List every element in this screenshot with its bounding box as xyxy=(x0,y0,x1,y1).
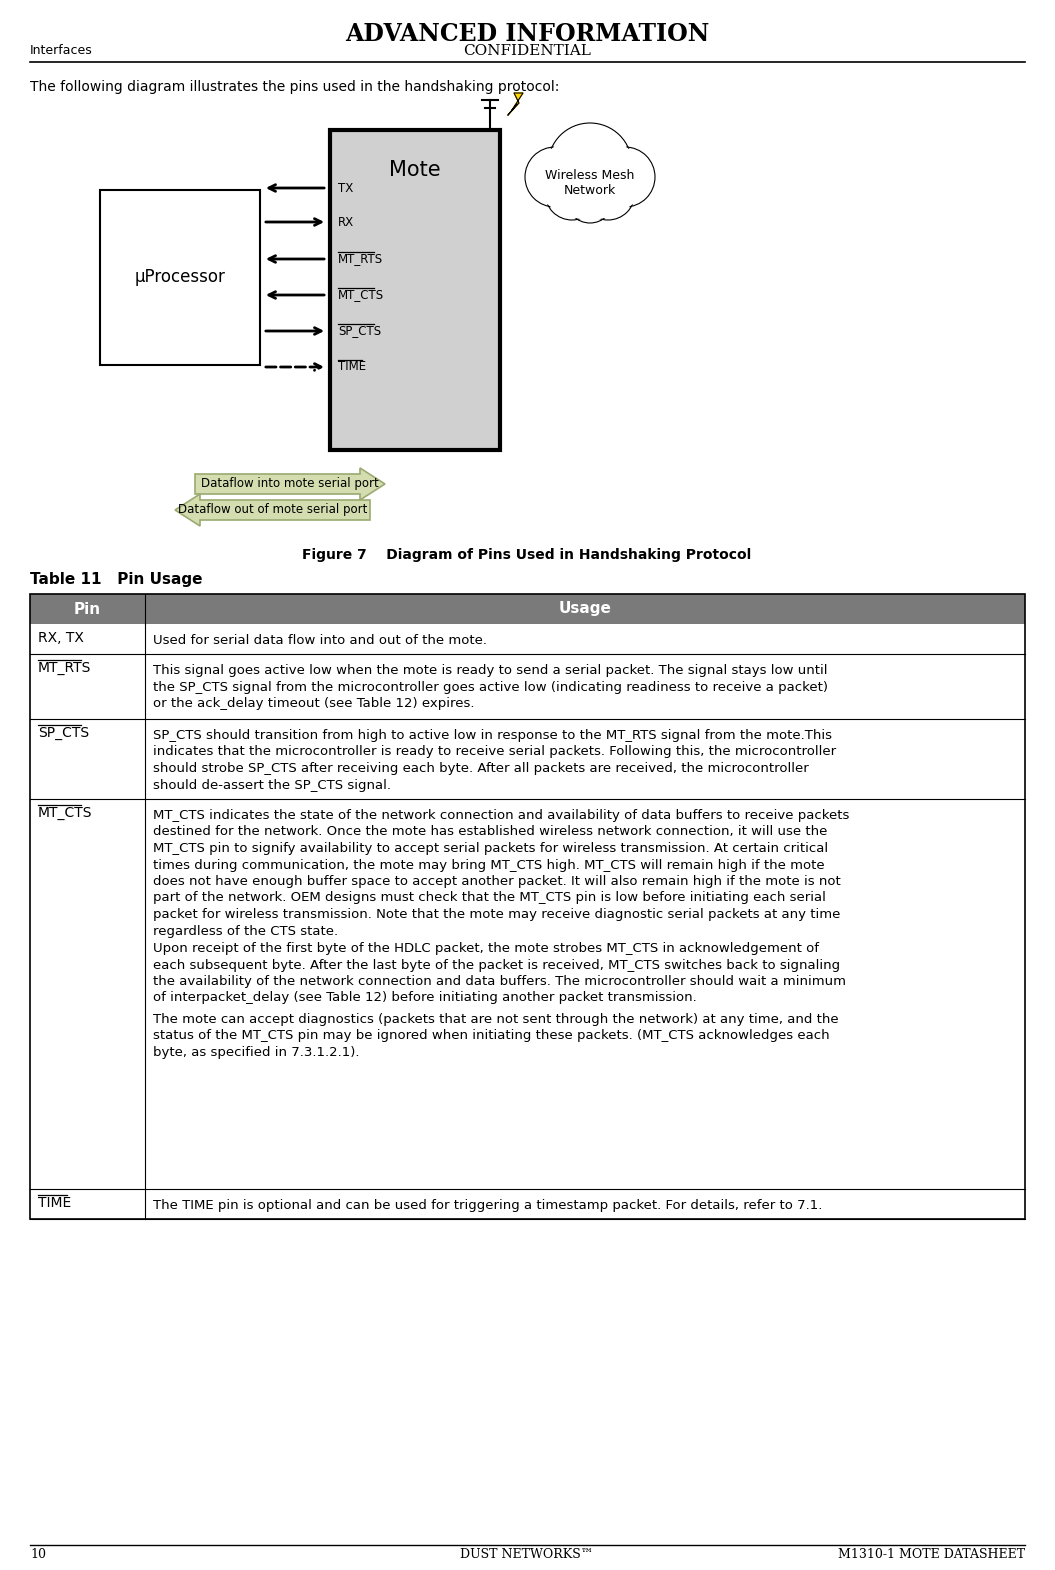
Bar xyxy=(30,623,145,655)
Circle shape xyxy=(582,168,633,218)
Bar xyxy=(30,593,1025,623)
Circle shape xyxy=(548,122,632,207)
Text: Used for serial data flow into and out of the mote.: Used for serial data flow into and out o… xyxy=(153,634,487,647)
Circle shape xyxy=(545,166,599,220)
Text: Dataflow into mote serial port: Dataflow into mote serial port xyxy=(202,477,379,490)
Text: Usage: Usage xyxy=(558,601,612,617)
Text: TIME: TIME xyxy=(338,361,366,374)
Circle shape xyxy=(525,148,586,207)
Bar xyxy=(30,655,145,719)
Circle shape xyxy=(595,148,655,207)
Text: MT_CTS indicates the state of the network connection and availability of data bu: MT_CTS indicates the state of the networ… xyxy=(153,809,849,937)
Text: TX: TX xyxy=(338,182,353,195)
Circle shape xyxy=(581,166,635,220)
Text: CONFIDENTIAL: CONFIDENTIAL xyxy=(463,44,591,58)
Text: Dataflow out of mote serial port: Dataflow out of mote serial port xyxy=(178,504,367,517)
FancyArrow shape xyxy=(195,468,385,499)
Text: MT_RTS: MT_RTS xyxy=(38,661,92,675)
Text: M1310-1 MOTE DATASHEET: M1310-1 MOTE DATASHEET xyxy=(838,1548,1025,1562)
Polygon shape xyxy=(509,93,523,115)
Bar xyxy=(30,799,145,1188)
Text: Upon receipt of the first byte of the HDLC packet, the mote strobes MT_CTS in ac: Upon receipt of the first byte of the HD… xyxy=(153,942,846,1005)
Text: Mote: Mote xyxy=(389,160,441,181)
Text: The mote can accept diagnostics (packets that are not sent through the network) : The mote can accept diagnostics (packets… xyxy=(153,1013,839,1060)
Circle shape xyxy=(546,168,597,218)
Bar xyxy=(30,593,1025,1218)
Text: SP_CTS: SP_CTS xyxy=(338,325,381,338)
Text: Wireless Mesh
Network: Wireless Mesh Network xyxy=(545,170,635,196)
Circle shape xyxy=(526,149,583,206)
Circle shape xyxy=(596,149,653,206)
Text: Pin: Pin xyxy=(74,601,101,617)
Text: The following diagram illustrates the pins used in the handshaking protocol:: The following diagram illustrates the pi… xyxy=(30,80,559,94)
Circle shape xyxy=(550,124,631,206)
Text: ADVANCED INFORMATION: ADVANCED INFORMATION xyxy=(345,22,709,46)
Text: 10: 10 xyxy=(30,1548,46,1562)
Bar xyxy=(145,623,1025,655)
Text: TIME: TIME xyxy=(38,1196,72,1210)
Text: RX: RX xyxy=(338,215,354,229)
Text: Interfaces: Interfaces xyxy=(30,44,93,57)
Bar xyxy=(30,719,145,799)
Bar xyxy=(100,190,260,364)
Text: SP_CTS should transition from high to active low in response to the MT_RTS signa: SP_CTS should transition from high to ac… xyxy=(153,728,837,791)
Bar xyxy=(145,655,1025,719)
Text: µProcessor: µProcessor xyxy=(135,268,226,286)
Text: SP_CTS: SP_CTS xyxy=(38,725,89,739)
Bar xyxy=(30,1188,145,1218)
Text: MT_CTS: MT_CTS xyxy=(338,289,384,301)
Text: MT_RTS: MT_RTS xyxy=(338,253,383,265)
Bar xyxy=(145,1188,1025,1218)
Text: RX, TX: RX, TX xyxy=(38,631,84,645)
Text: Table 11   Pin Usage: Table 11 Pin Usage xyxy=(30,571,203,587)
FancyArrow shape xyxy=(175,495,370,526)
Text: Figure 7    Diagram of Pins Used in Handshaking Protocol: Figure 7 Diagram of Pins Used in Handsha… xyxy=(303,548,751,562)
Text: MT_CTS: MT_CTS xyxy=(38,805,93,820)
Bar xyxy=(330,130,500,451)
Text: The TIME pin is optional and can be used for triggering a timestamp packet. For : The TIME pin is optional and can be used… xyxy=(153,1199,823,1212)
Circle shape xyxy=(565,174,614,223)
Circle shape xyxy=(568,176,613,221)
Text: DUST NETWORKS™: DUST NETWORKS™ xyxy=(460,1548,594,1562)
Bar xyxy=(145,719,1025,799)
Bar xyxy=(145,799,1025,1188)
Text: This signal goes active low when the mote is ready to send a serial packet. The : This signal goes active low when the mot… xyxy=(153,664,828,710)
